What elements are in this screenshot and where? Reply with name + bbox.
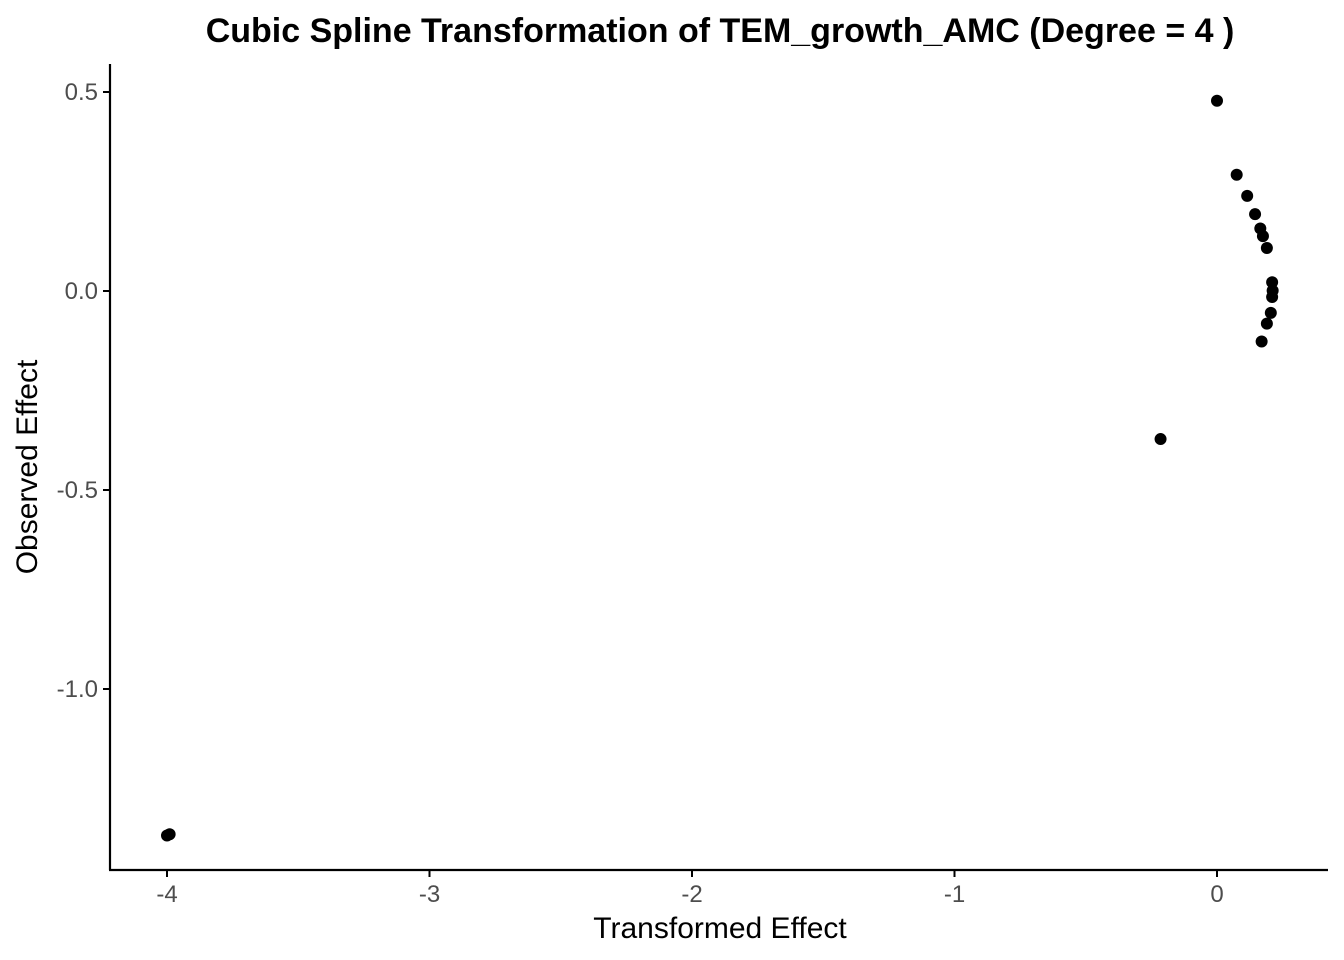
y-tick-label: 0.0 xyxy=(65,278,98,305)
data-point xyxy=(1264,306,1277,319)
x-tick-label: -3 xyxy=(419,881,440,908)
y-axis-ticks: 0.5 0.0 -0.5 -1.0 xyxy=(57,79,110,703)
x-axis-label: Transformed Effect xyxy=(593,912,847,945)
x-tick-label: -4 xyxy=(156,881,177,908)
data-point xyxy=(1260,317,1273,330)
y-tick-label: -1.0 xyxy=(57,676,98,703)
x-tick-label: 0 xyxy=(1210,881,1223,908)
x-axis-ticks: -4 -3 -2 -1 0 xyxy=(156,870,1224,908)
plot-area: -4 -3 -2 -1 0 0.5 0.0 -0.5 -1.0 xyxy=(57,64,1328,908)
data-point xyxy=(1154,433,1167,446)
y-axis-label: Observed Effect xyxy=(11,359,44,574)
data-point xyxy=(161,829,173,842)
data-points xyxy=(161,94,1279,842)
data-point xyxy=(1266,290,1279,303)
chart-title: Cubic Spline Transformation of TEM_growt… xyxy=(206,12,1235,50)
data-point xyxy=(1241,189,1254,202)
x-tick-label: -2 xyxy=(681,881,702,908)
x-tick-label: -1 xyxy=(944,881,965,908)
data-point xyxy=(1211,94,1223,107)
data-point xyxy=(1249,208,1262,221)
data-point xyxy=(1230,168,1243,181)
y-tick-label: -0.5 xyxy=(57,477,98,504)
data-point xyxy=(1256,230,1269,243)
y-tick-label: 0.5 xyxy=(65,79,98,106)
data-point xyxy=(1255,335,1268,348)
data-point xyxy=(1260,242,1273,255)
